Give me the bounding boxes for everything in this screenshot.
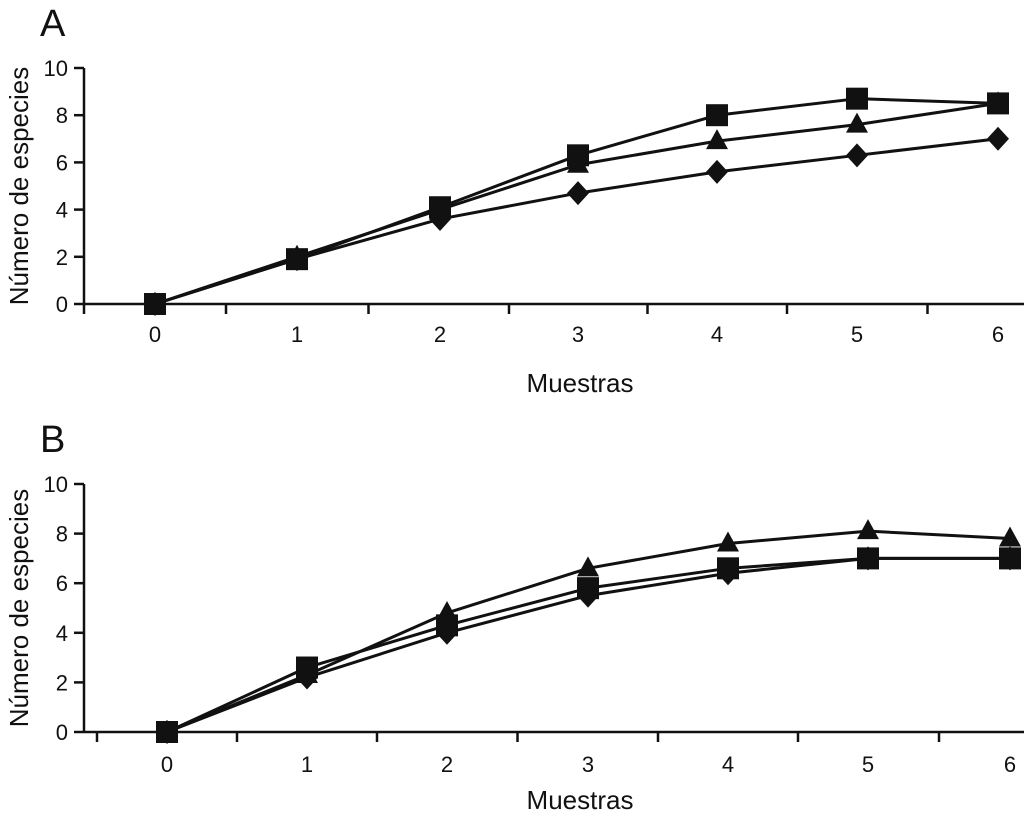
data-point-square-a xyxy=(144,293,166,315)
y-tick-label-a: 2 xyxy=(56,245,68,270)
data-point-diamond-a xyxy=(567,181,589,206)
y-axis-title-a: Número de especies xyxy=(4,67,34,305)
panel-letter-b: B xyxy=(40,419,65,461)
y-tick-label-a: 10 xyxy=(44,56,68,81)
x-tick-label-b: 0 xyxy=(161,752,173,777)
x-tick-label-b: 3 xyxy=(582,752,594,777)
panel-a: A Número de especies Muestras 0 2 4 6 8 10 0 1 2… xyxy=(4,3,1024,398)
x-tick-label-a: 4 xyxy=(711,322,723,347)
data-point-diamond-a xyxy=(846,143,868,168)
data-point-triangle-b xyxy=(577,556,599,577)
y-tick-label-a: 8 xyxy=(56,103,68,128)
x-tick-label-b: 1 xyxy=(301,752,313,777)
y-tick-label-b: 2 xyxy=(56,670,68,695)
data-point-diamond-a xyxy=(706,159,728,184)
x-tick-label-a: 1 xyxy=(291,322,303,347)
y-tick-label-b: 8 xyxy=(56,522,68,547)
y-tick-label-b: 6 xyxy=(56,571,68,596)
x-tick-label-b: 2 xyxy=(441,752,453,777)
data-point-square-b xyxy=(577,577,599,600)
data-point-triangle-a xyxy=(846,112,868,133)
x-tick-label-b: 4 xyxy=(722,752,734,777)
y-tick-label-b: 4 xyxy=(56,621,68,646)
data-point-triangle-a xyxy=(706,129,728,150)
series-layer-b xyxy=(156,519,1021,744)
data-point-square-a xyxy=(987,92,1009,115)
data-point-diamond-a xyxy=(987,126,1009,151)
y-tick-label-b: 10 xyxy=(44,472,68,497)
x-tick-label-a: 6 xyxy=(992,322,1004,347)
x-tick-label-b: 6 xyxy=(1004,752,1016,777)
data-point-square-a xyxy=(706,104,728,127)
data-point-triangle-b xyxy=(999,526,1021,547)
x-tick-label-b: 5 xyxy=(862,752,874,777)
y-tick-label-b: 0 xyxy=(56,720,68,745)
series-line-triangle-a xyxy=(154,101,999,306)
data-point-square-b xyxy=(999,547,1021,570)
y-tick-label-a: 6 xyxy=(56,150,68,175)
axes-a: 0 2 4 6 8 10 0 1 2 3 4 5 6 xyxy=(44,56,1024,347)
data-point-square-a xyxy=(846,87,868,110)
data-point-triangle-b xyxy=(857,519,879,540)
data-point-square-b xyxy=(436,614,458,637)
data-point-square-a xyxy=(567,144,589,167)
y-axis-title-b: Número de especies xyxy=(4,489,34,727)
series-layer-a xyxy=(144,87,1009,316)
x-tick-label-a: 3 xyxy=(572,322,584,347)
axes-b: 0 2 4 6 8 10 0 1 2 3 4 5 6 xyxy=(44,472,1024,777)
x-tick-label-a: 2 xyxy=(434,322,446,347)
data-point-triangle-b xyxy=(717,531,739,552)
panel-letter-a: A xyxy=(40,3,66,45)
data-point-square-a xyxy=(286,248,308,271)
x-tick-label-a: 0 xyxy=(149,322,161,347)
x-tick-label-a: 5 xyxy=(851,322,863,347)
data-point-square-b xyxy=(717,557,739,580)
panel-b: B Número de especies Muestras 0 2 4 6 8 10 0 1 2… xyxy=(4,419,1024,815)
y-tick-label-a: 0 xyxy=(56,292,68,317)
data-point-square-b xyxy=(156,721,178,743)
data-point-square-b xyxy=(857,547,879,570)
x-axis-title-a: Muestras xyxy=(527,368,634,398)
x-axis-title-b: Muestras xyxy=(527,785,634,815)
y-tick-label-a: 4 xyxy=(56,198,68,223)
data-point-square-b xyxy=(296,656,318,679)
data-point-square-a xyxy=(429,196,451,219)
